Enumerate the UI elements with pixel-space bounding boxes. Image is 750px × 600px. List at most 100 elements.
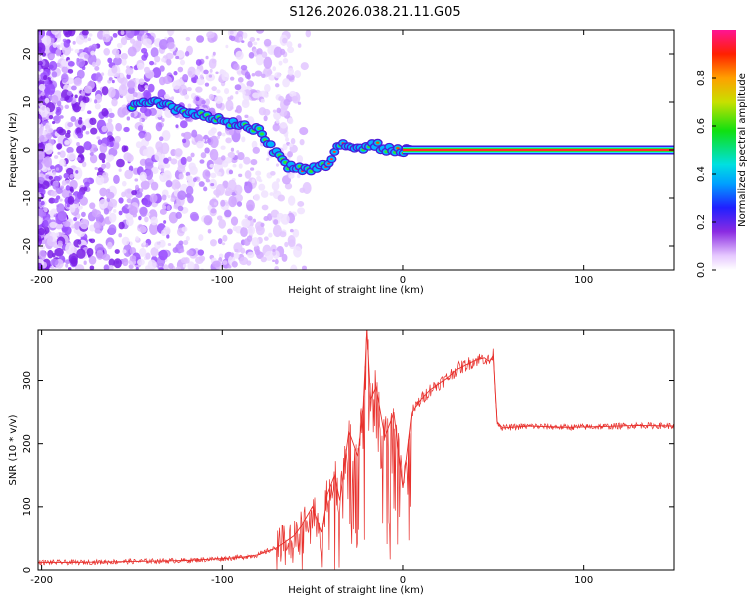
spectrogram-noise-blob bbox=[47, 249, 54, 259]
spectrogram-noise-blob bbox=[112, 140, 120, 150]
spectrogram-noise-blob bbox=[106, 191, 115, 200]
colorbar-label: Normalized spectral amplitude bbox=[737, 73, 748, 227]
spectrogram-noise-blob bbox=[145, 146, 155, 159]
spectrogram-noise-blob bbox=[276, 107, 282, 114]
spectrogram-noise-blob bbox=[175, 124, 179, 129]
spectrogram-noise-blob bbox=[238, 173, 243, 178]
spectrogram-noise-blob bbox=[228, 195, 237, 208]
spectrogram-noise-blob bbox=[60, 42, 65, 49]
spectrogram-noise-blob bbox=[97, 139, 102, 146]
spectrogram-noise-blob bbox=[92, 61, 96, 67]
spectrogram-noise-blob bbox=[61, 227, 67, 233]
colorbar-tick-label: 0.0 bbox=[696, 262, 707, 278]
spectrogram-noise-blob bbox=[229, 30, 234, 35]
spectrogram-noise-blob bbox=[74, 264, 85, 270]
spectrogram-noise-blob bbox=[94, 65, 100, 71]
spectrogram-noise-blob bbox=[177, 205, 184, 212]
spectrogram-noise-blob bbox=[69, 174, 74, 179]
spectrogram-noise-blob bbox=[124, 169, 133, 180]
spectrogram-noise-blob bbox=[227, 265, 232, 269]
spectrogram-noise-blob bbox=[208, 93, 215, 101]
spectrogram-noise-blob bbox=[50, 258, 59, 266]
spectrogram-x-tick-label: -200 bbox=[30, 275, 53, 286]
spectrogram-noise-blob bbox=[63, 172, 69, 179]
spectrogram-noise-blob bbox=[108, 258, 115, 267]
spectrogram-noise-blob bbox=[276, 178, 281, 183]
spectrogram-noise-blob bbox=[152, 67, 162, 79]
spectrogram-noise-blob bbox=[76, 191, 84, 200]
spectrogram-noise-blob bbox=[244, 214, 249, 219]
spectrogram-noise-blob bbox=[186, 249, 194, 256]
spectrogram-noise-blob bbox=[89, 265, 95, 270]
spectrogram-noise-blob bbox=[60, 97, 65, 102]
spectrogram-noise-blob bbox=[274, 83, 280, 88]
spectrogram-noise-blob bbox=[233, 252, 240, 259]
spectrogram-noise-blob bbox=[180, 257, 188, 264]
spectrogram-noise-blob bbox=[251, 237, 260, 247]
colorbar-tick-label: 0.4 bbox=[696, 166, 707, 182]
spectrogram-noise-blob bbox=[134, 178, 139, 182]
spectrogram-noise-blob bbox=[66, 90, 73, 96]
spectrogram-noise-blob bbox=[144, 157, 154, 167]
spectrogram-noise-blob bbox=[67, 195, 75, 205]
spectrogram-noise-blob bbox=[82, 96, 90, 104]
colorbar-gradient bbox=[712, 30, 736, 270]
spectrogram-noise-blob bbox=[38, 250, 47, 261]
spectrogram-noise-blob bbox=[200, 152, 207, 159]
spectrogram-noise-blob bbox=[196, 140, 204, 149]
spectrogram-noise-blob bbox=[83, 260, 87, 265]
spectrogram-noise-blob bbox=[76, 69, 85, 79]
spectrogram-noise-blob bbox=[139, 171, 147, 182]
spectrogram-noise-blob bbox=[80, 90, 86, 97]
spectrogram-noise-blob bbox=[77, 119, 83, 125]
spectrogram-noise-blob bbox=[241, 218, 251, 228]
spectrogram-noise-blob bbox=[287, 150, 293, 158]
spectrogram-noise-blob bbox=[225, 137, 232, 144]
spectrogram-noise-blob bbox=[115, 122, 123, 132]
spectrogram-noise-blob bbox=[268, 74, 276, 81]
spectrogram-noise-blob bbox=[236, 150, 240, 154]
spectrogram-noise-blob bbox=[246, 251, 255, 259]
spectrogram-noise-blob bbox=[164, 162, 171, 169]
spectrogram-noise-blob bbox=[66, 152, 76, 161]
spectrogram-noise-blob bbox=[83, 186, 88, 192]
spectrogram-noise-blob bbox=[118, 210, 123, 216]
spectrogram-noise-blob bbox=[205, 55, 209, 60]
spectrogram-noise-blob bbox=[227, 96, 232, 102]
spectrogram-noise-blob bbox=[111, 79, 115, 84]
spectrogram-noise-blob bbox=[101, 163, 107, 169]
spectrogram-noise-blob bbox=[44, 97, 50, 104]
spectrogram-noise-blob bbox=[38, 209, 45, 219]
spectrogram-noise-blob bbox=[252, 92, 260, 99]
spectrogram-noise-blob bbox=[165, 52, 174, 60]
spectrogram-noise-blob bbox=[261, 204, 269, 211]
spectrogram-noise-blob bbox=[272, 259, 276, 263]
spectrogram-noise-blob bbox=[66, 203, 70, 208]
spectrogram-noise-blob bbox=[216, 89, 221, 94]
spectrogram-noise-blob bbox=[234, 109, 239, 113]
spectrogram-noise-blob bbox=[177, 164, 186, 173]
spectrogram-noise-blob bbox=[48, 53, 55, 60]
spectrogram-ridge-max bbox=[396, 147, 400, 150]
spectrogram-noise-blob bbox=[270, 170, 276, 176]
spectrogram-noise-blob bbox=[61, 73, 69, 83]
spectrogram-noise-blob bbox=[263, 236, 269, 241]
spectrogram-noise-blob bbox=[194, 68, 201, 76]
spectrogram-noise-blob bbox=[141, 54, 148, 61]
spectrogram-noise-blob bbox=[272, 248, 276, 252]
colorbar-tick-label: 0.2 bbox=[696, 214, 707, 230]
spectrogram-noise-blob bbox=[99, 187, 108, 197]
spectrogram-noise-blob bbox=[166, 58, 172, 66]
spectrogram-noise-blob bbox=[108, 264, 114, 270]
spectrogram-noise-blob bbox=[159, 65, 165, 72]
spectrogram-noise-blob bbox=[214, 95, 224, 104]
spectrogram-noise-blob bbox=[77, 154, 85, 164]
spectrogram-noise-blob bbox=[264, 250, 274, 261]
spectrogram-noise-blob bbox=[170, 96, 175, 101]
spectrogram-noise-blob bbox=[282, 143, 288, 151]
spectrogram-noise-blob bbox=[43, 69, 51, 77]
spectrogram-noise-blob bbox=[89, 224, 96, 232]
spectrogram-noise-blob bbox=[250, 159, 258, 166]
spectrogram-noise-blob bbox=[288, 143, 294, 148]
spectrogram-noise-blob bbox=[38, 134, 45, 143]
